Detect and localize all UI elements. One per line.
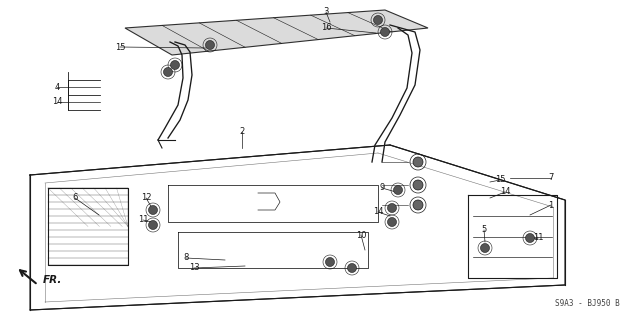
Circle shape <box>163 68 173 77</box>
Circle shape <box>326 257 335 266</box>
Text: 3: 3 <box>323 8 329 17</box>
Text: 16: 16 <box>321 24 332 33</box>
Text: 4: 4 <box>54 83 60 92</box>
Text: 11: 11 <box>532 234 543 242</box>
Text: 11: 11 <box>138 216 148 225</box>
Circle shape <box>481 243 490 253</box>
Circle shape <box>148 220 157 229</box>
Text: 12: 12 <box>141 194 151 203</box>
Circle shape <box>170 61 179 70</box>
Text: 13: 13 <box>189 263 199 272</box>
Text: 8: 8 <box>183 254 189 263</box>
Polygon shape <box>125 10 428 55</box>
Circle shape <box>525 234 534 242</box>
Circle shape <box>387 218 397 226</box>
Circle shape <box>413 200 423 210</box>
Text: 9: 9 <box>380 183 385 192</box>
Text: FR.: FR. <box>43 275 62 285</box>
Circle shape <box>205 41 214 49</box>
Circle shape <box>413 180 423 190</box>
Circle shape <box>348 263 356 272</box>
Text: 1: 1 <box>548 201 554 210</box>
Circle shape <box>374 16 383 25</box>
Circle shape <box>387 204 397 212</box>
Circle shape <box>394 186 403 195</box>
Text: 14: 14 <box>52 98 62 107</box>
Text: 15: 15 <box>115 42 125 51</box>
Circle shape <box>381 27 390 36</box>
Text: 10: 10 <box>356 231 366 240</box>
Text: 14: 14 <box>500 188 510 197</box>
Text: 7: 7 <box>548 174 554 182</box>
Text: 6: 6 <box>72 194 77 203</box>
Circle shape <box>413 157 423 167</box>
Text: 14: 14 <box>372 207 383 217</box>
Text: S9A3 - BJ950 B: S9A3 - BJ950 B <box>556 299 620 308</box>
Text: 2: 2 <box>239 128 244 137</box>
Text: 15: 15 <box>495 175 505 184</box>
Circle shape <box>148 205 157 214</box>
Text: 5: 5 <box>481 226 486 234</box>
